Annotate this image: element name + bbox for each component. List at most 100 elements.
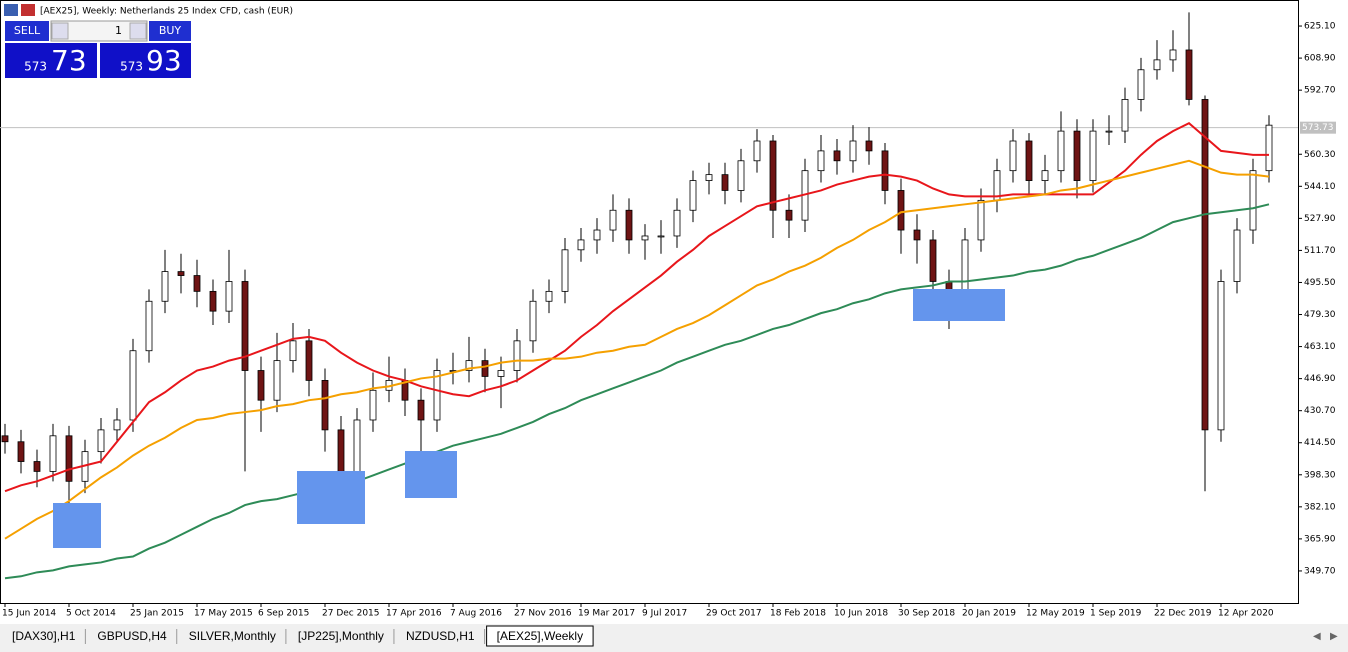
tab-label: SILVER,Monthly [189,629,276,643]
candle-body [625,209,633,241]
x-tick-label: 5 Oct 2014 [66,609,116,619]
candle-body [1217,281,1225,431]
sell-price-small: 573 [24,60,47,74]
tab-label: [JP225],Monthly [298,629,384,643]
candle-body [929,239,937,282]
moving-average-line [4,159,1270,540]
buy-label: BUY [159,24,182,37]
x-tick-label: 19 Mar 2017 [578,609,635,619]
candle-body [1249,170,1257,231]
tab[interactable]: [DAX30],H1 [2,626,86,646]
tab-background [287,626,394,646]
candle-body [833,150,841,162]
candle-body [545,290,553,302]
y-tick-label: 349.70 [1304,566,1336,576]
candle-body [481,360,489,377]
x-tick-label: 7 Aug 2016 [450,609,502,619]
candle-body [561,249,569,292]
candle-body [369,389,377,421]
tab[interactable]: [AEX25],Weekly [486,625,594,647]
highlight-box [297,471,365,524]
buy-price-small: 573 [120,60,143,74]
chart-frame [0,0,1299,604]
candle-body [785,209,793,221]
highlight-box [53,503,101,548]
candle-body [1233,229,1241,282]
sell-price-big: 73 [51,44,87,77]
x-tick-label: 6 Sep 2015 [258,609,309,619]
x-tick-label: 27 Nov 2016 [514,609,572,619]
tab-scroll-right[interactable]: ▶ [1330,631,1338,642]
tab[interactable]: [JP225],Monthly [287,626,395,646]
candle-body [577,239,585,251]
candle-body [145,300,153,352]
lot-input[interactable] [50,20,148,42]
candle-body [657,235,665,238]
y-tick-label: 414.50 [1304,438,1336,448]
tab-background [395,626,485,646]
y-tick-label: 495.50 [1304,278,1336,288]
lot-up[interactable] [129,22,147,40]
candle-body [641,235,649,241]
candle-body [17,441,25,462]
y-tick-label: 479.30 [1304,310,1336,320]
candle-body [1009,140,1017,172]
highlight-boxes [53,289,1005,548]
candle-body [897,190,905,231]
candle-body [881,150,889,191]
x-tick-label: 12 Apr 2020 [1218,609,1274,619]
y-tick-label: 592.70 [1304,86,1336,96]
y-tick-label: 463.10 [1304,342,1336,352]
sell-button[interactable] [5,21,49,41]
candle-body [1121,99,1129,132]
y-tick-label: 511.70 [1304,246,1336,256]
moving-average-line [4,121,1269,493]
x-tick-label: 15 Jun 2014 [2,609,56,619]
candle-body [305,340,313,381]
candle-body [433,370,441,421]
candle-body [737,160,745,191]
candle-body [849,140,857,162]
trade-panel: SELL 1 BUY 573 73 573 93 [5,20,191,78]
candle-body [65,435,73,482]
tab[interactable]: GBPUSD,H4 [87,626,178,646]
tab[interactable]: SILVER,Monthly [178,626,287,646]
candle-body [1025,140,1033,181]
candle-body [865,140,873,152]
tab-label: NZDUSD,H1 [406,629,475,643]
tab[interactable]: NZDUSD,H1 [395,626,486,646]
y-tick-label: 527.90 [1304,214,1336,224]
y-tick-label: 446.90 [1304,374,1336,384]
tab-label: [AEX25],Weekly [497,629,583,643]
x-tick-label: 29 Oct 2017 [706,609,762,619]
lot-value: 1 [115,24,122,37]
y-tick-label: 560.30 [1304,150,1336,160]
candle-body [129,350,137,421]
candle-body [1153,59,1161,71]
candle-body [273,360,281,401]
x-tick-label: 27 Dec 2015 [322,609,380,619]
current-price-label: 573.73 [1302,123,1334,133]
tab-scroll-left[interactable]: ◀ [1313,631,1321,642]
candle-body [529,300,537,342]
candle-body [321,380,329,431]
highlight-box [913,289,1005,321]
candle-body [817,150,825,172]
candle-body [1169,49,1177,61]
candle-body [417,399,425,421]
buy-price-box[interactable] [100,43,191,78]
candle-body [705,174,713,181]
buy-button[interactable] [149,21,191,41]
candle-body [497,370,505,377]
candle-body [1185,49,1193,100]
sell-price-box[interactable] [5,43,97,78]
tab-background [87,626,177,646]
y-tick-label: 544.10 [1304,182,1336,192]
candle-body [1265,124,1273,172]
chart-title: [AEX25], Weekly: Netherlands 25 Index CF… [40,7,293,17]
tab-background [486,625,594,647]
lot-down[interactable] [51,22,69,40]
candle-body [753,140,761,162]
candle-body [257,370,265,401]
buy-price-big: 93 [146,44,182,77]
